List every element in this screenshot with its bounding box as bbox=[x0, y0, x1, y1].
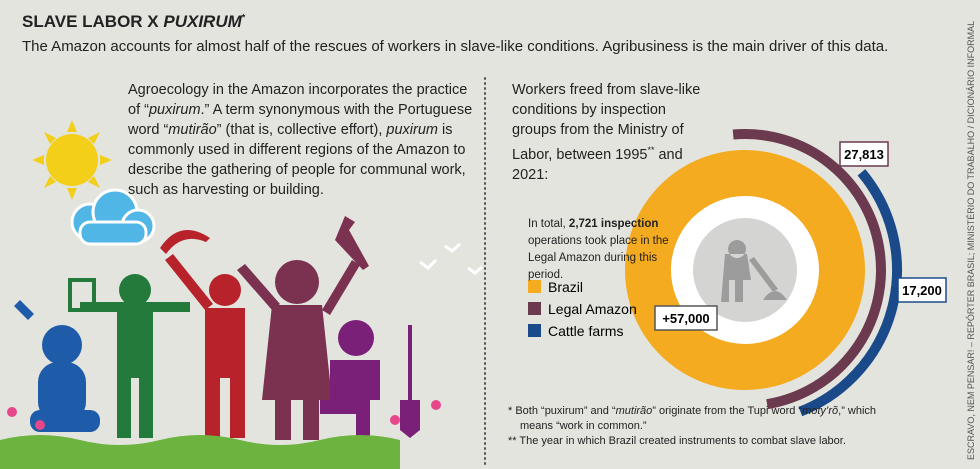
legend-label: Cattle farms bbox=[548, 323, 623, 339]
legend-label: Legal Amazon bbox=[548, 301, 637, 317]
text: operations took place in the Legal Amazo… bbox=[528, 235, 669, 281]
text: mutirão bbox=[615, 405, 653, 417]
text: The year in which Brazil created instrum… bbox=[519, 435, 846, 447]
text: 2,721 inspection bbox=[568, 218, 659, 230]
title-mark: * bbox=[241, 12, 246, 23]
text: mutirão bbox=[168, 122, 217, 138]
text: is commonly used in different regions of… bbox=[128, 122, 466, 198]
label-box bbox=[839, 141, 889, 167]
label-box bbox=[897, 277, 947, 303]
chart-title: Workers freed from slave-like conditions… bbox=[512, 80, 712, 185]
title-text: SLAVE LABOR X bbox=[22, 12, 164, 31]
text: ” originate from the Tupi word “ bbox=[652, 405, 803, 417]
legend-swatch bbox=[528, 302, 541, 315]
annotation: In total, 2,721 inspection operations to… bbox=[528, 216, 678, 284]
credit: ESCRAVO, NEM PENSAR! – REPÓRTER BRASIL; … bbox=[966, 20, 976, 460]
footnotes: * Both “puxirum” and “mutirão” originate… bbox=[508, 404, 908, 449]
footnote: * Both “puxirum” and “mutirão” originate… bbox=[508, 404, 908, 434]
label-box bbox=[654, 305, 718, 331]
text: Both “puxirum” and “ bbox=[515, 405, 616, 417]
text: and 2021: bbox=[512, 146, 683, 183]
value-label: 27,813 bbox=[844, 147, 884, 162]
intro: Agroecology in the Amazon incorporates t… bbox=[128, 80, 473, 200]
subtitle: The Amazon accounts for almost half of t… bbox=[22, 38, 889, 55]
text: ** bbox=[647, 145, 655, 155]
illustration bbox=[0, 120, 483, 469]
title: SLAVE LABOR X PUXIRUM* bbox=[22, 12, 245, 32]
value-label: 17,200 bbox=[902, 283, 942, 298]
worker-icon bbox=[721, 240, 787, 302]
text: ** bbox=[508, 435, 517, 447]
legend-label: Brazil bbox=[548, 279, 583, 295]
text: ” (that is, collective effort), bbox=[216, 122, 387, 138]
legend-swatch bbox=[528, 324, 541, 337]
footnote: ** The year in which Brazil created inst… bbox=[508, 434, 908, 449]
text: Agroecology in the Amazon incorporates t… bbox=[128, 82, 468, 118]
text: puxirum bbox=[148, 102, 201, 118]
text: * bbox=[508, 405, 513, 417]
value-label: +57,000 bbox=[662, 311, 709, 326]
title-italic: PUXIRUM bbox=[163, 12, 242, 31]
text: moty’rõ bbox=[802, 405, 839, 417]
text: .” A term synonymous with the Portuguese… bbox=[128, 102, 473, 138]
text: Workers freed from slave-like conditions… bbox=[512, 82, 701, 163]
legend-swatch bbox=[528, 280, 541, 293]
arc bbox=[732, 129, 886, 410]
text: puxirum bbox=[386, 122, 438, 138]
chart: +57,000 27,813 17,200 Brazil Legal Amazon Cat… bbox=[528, 129, 947, 417]
text: ,” which means “work in common.” bbox=[520, 405, 877, 432]
arc bbox=[798, 169, 902, 417]
text: In total, bbox=[528, 218, 569, 230]
